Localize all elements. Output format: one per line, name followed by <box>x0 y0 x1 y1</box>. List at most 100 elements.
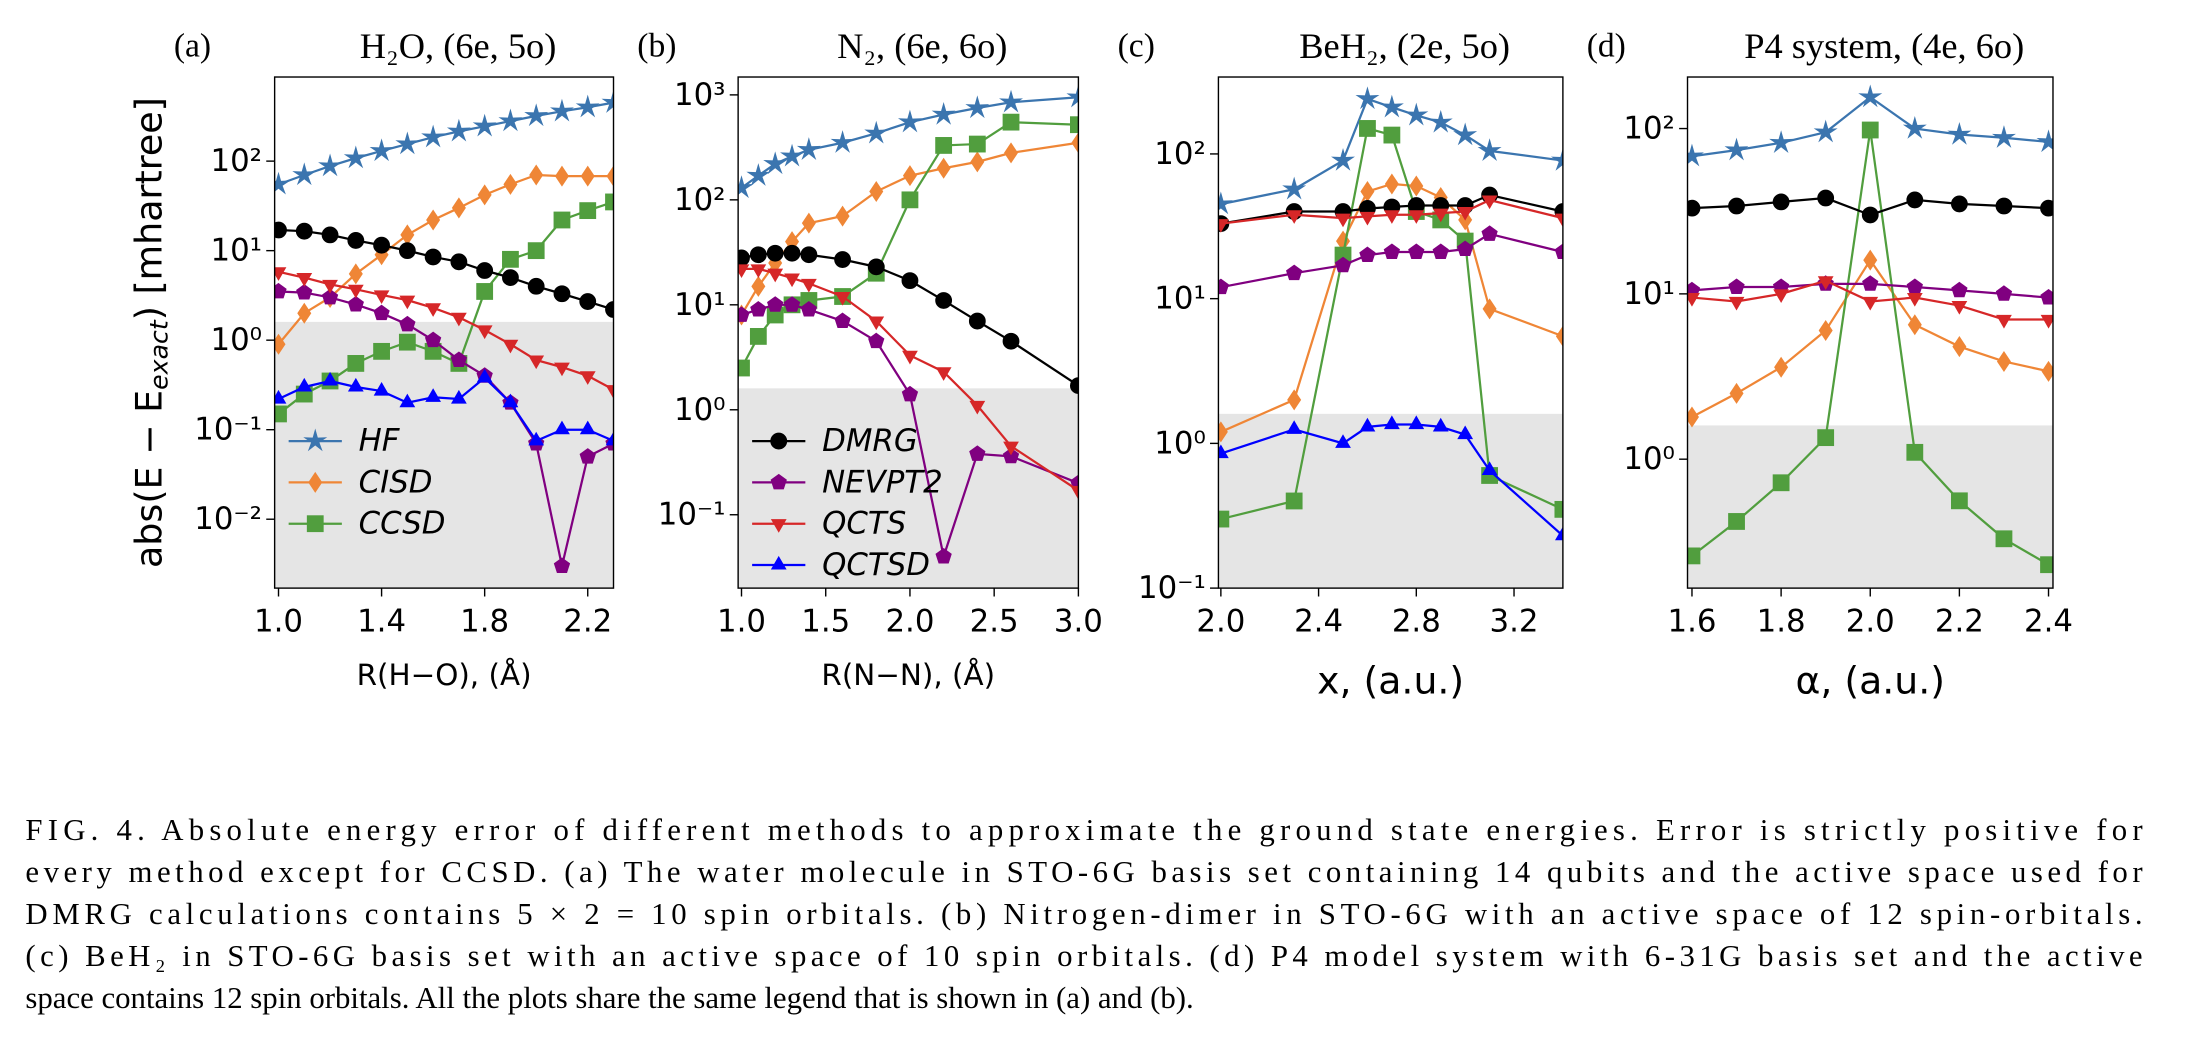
marker <box>343 145 368 169</box>
marker <box>1861 206 1879 224</box>
marker <box>1813 119 1838 143</box>
marker <box>1409 175 1424 197</box>
x-axis-label: R(H−O), (Å) <box>357 657 532 692</box>
series-line <box>1220 423 1563 537</box>
marker <box>400 224 415 246</box>
y-axis-label: abs(E − Eexact) [mhartree] <box>127 97 173 568</box>
plot-area <box>1218 86 1563 541</box>
marker <box>296 273 313 287</box>
series-line <box>1220 198 1563 225</box>
marker <box>1453 122 1478 146</box>
marker <box>1481 195 1498 210</box>
marker <box>1359 211 1376 226</box>
marker <box>766 244 784 262</box>
y-tick-label: 10⁰ <box>1623 441 1675 477</box>
marker <box>1996 350 2011 372</box>
y-tick-label: 10⁻¹ <box>658 497 726 533</box>
panel-label: (a) <box>174 28 211 65</box>
marker <box>528 355 545 370</box>
marker <box>1287 389 1302 411</box>
marker <box>399 295 416 310</box>
marker <box>1772 193 1790 211</box>
marker <box>498 108 523 132</box>
marker <box>579 420 596 435</box>
marker <box>1906 278 1923 294</box>
series-line <box>1220 232 1563 289</box>
marker <box>1817 189 1835 207</box>
marker <box>1555 526 1563 541</box>
plot-area <box>738 84 1079 564</box>
legend-marker <box>770 555 787 570</box>
marker <box>738 249 750 267</box>
series-line <box>1220 182 1563 433</box>
marker <box>1906 293 1923 307</box>
marker <box>1728 197 1745 215</box>
marker <box>502 339 519 354</box>
x-tick-label: 1.8 <box>460 604 509 640</box>
marker <box>1355 86 1380 110</box>
marker <box>738 359 750 377</box>
legend-marker <box>770 432 788 450</box>
legend-label: CISD <box>359 464 433 500</box>
marker <box>274 333 286 355</box>
marker <box>579 293 597 310</box>
marker <box>2040 556 2053 574</box>
marker <box>1218 444 1229 459</box>
marker <box>274 171 291 195</box>
marker <box>347 284 364 299</box>
y-tick-label: 10² <box>674 182 726 218</box>
marker <box>763 151 788 175</box>
marker <box>784 273 800 288</box>
marker <box>1069 377 1079 394</box>
marker <box>868 316 885 331</box>
legend-label: HF <box>359 423 401 459</box>
y-tick-label: 10² <box>1623 111 1675 147</box>
marker <box>1858 84 1883 108</box>
series-line <box>1220 127 1563 521</box>
marker <box>424 331 442 348</box>
x-tick-label: 1.0 <box>717 604 766 640</box>
marker <box>738 306 750 322</box>
marker <box>1408 415 1425 430</box>
marker <box>296 377 313 392</box>
marker <box>605 431 614 446</box>
marker <box>800 301 818 317</box>
marker <box>999 89 1023 113</box>
marker <box>968 312 986 330</box>
marker <box>529 164 544 186</box>
caption-line: every method except for CCSD. (a) The wa… <box>25 855 2142 889</box>
marker <box>1818 320 1833 342</box>
marker <box>450 351 468 367</box>
marker <box>1428 109 1453 133</box>
plot-frame <box>273 76 615 589</box>
marker <box>1995 530 2013 548</box>
marker <box>800 246 818 264</box>
marker <box>549 98 574 122</box>
marker <box>834 312 851 329</box>
marker <box>503 173 518 195</box>
marker <box>477 184 492 206</box>
x-tick-label: 2.2 <box>1935 604 1984 640</box>
marker <box>527 277 545 295</box>
marker <box>968 135 986 153</box>
marker <box>1383 126 1401 144</box>
panel-label: (b) <box>637 28 676 65</box>
marker <box>1554 500 1563 518</box>
plot-area <box>1687 84 2053 574</box>
marker <box>1995 285 2013 301</box>
x-axis-label: R(N−N), (Å) <box>821 657 995 692</box>
marker <box>274 221 287 239</box>
marker <box>1003 441 1019 456</box>
marker <box>1687 547 1701 565</box>
marker <box>1002 113 1020 131</box>
marker <box>553 285 571 303</box>
chart-title: H₂O, (6e, 5o) <box>360 26 557 66</box>
y-tick-label: 10⁰ <box>210 322 262 358</box>
marker <box>834 251 851 268</box>
marker <box>1404 102 1429 126</box>
panel-label: (d) <box>1587 28 1626 65</box>
marker <box>897 109 922 133</box>
marker <box>472 113 497 137</box>
marker <box>1286 420 1303 434</box>
